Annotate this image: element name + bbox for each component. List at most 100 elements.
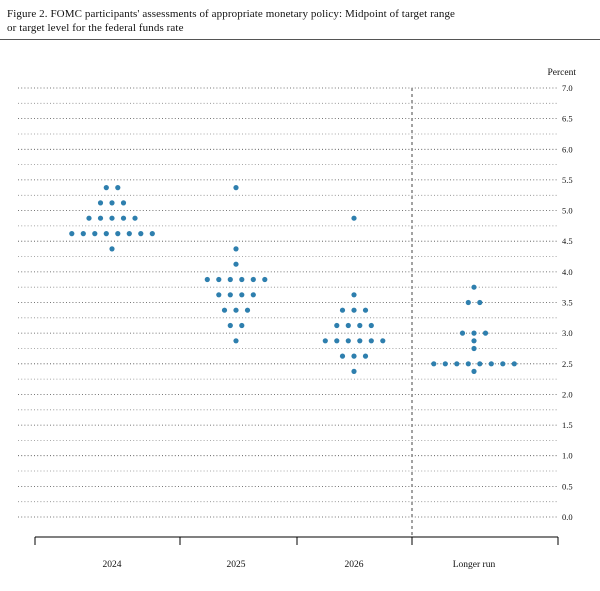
projection-dot — [227, 292, 233, 298]
projection-dot — [115, 185, 121, 191]
projection-dot — [334, 322, 340, 329]
projection-dot — [362, 307, 369, 313]
projection-dot — [103, 185, 109, 191]
projection-dot — [244, 307, 251, 313]
projection-dot — [488, 361, 494, 367]
projection-dot — [109, 200, 115, 206]
projection-dot — [339, 307, 346, 313]
projection-dot — [120, 200, 127, 206]
projection-dot — [149, 231, 155, 237]
projection-dot — [334, 338, 340, 344]
projection-dot — [233, 185, 239, 191]
projection-dot — [86, 215, 92, 221]
projection-dot — [482, 330, 489, 336]
y-axis-unit-label: Percent — [547, 68, 577, 78]
y-axis-tick-label: 1.5 — [562, 420, 573, 430]
projection-dot — [126, 231, 132, 237]
projection-dot — [477, 361, 483, 367]
projection-dot — [204, 276, 210, 283]
projection-dot — [221, 307, 228, 313]
projection-dot — [239, 276, 245, 283]
figure-title-line2: or target level for the federal funds ra… — [7, 22, 184, 35]
y-axis-tick-label: 3.5 — [562, 298, 573, 308]
y-axis-tick-label: 4.0 — [562, 267, 573, 277]
projection-dot — [351, 368, 357, 374]
projection-dot — [97, 200, 104, 206]
y-axis-tick-label: 5.5 — [562, 175, 573, 185]
projection-dot — [239, 322, 245, 329]
projection-dot — [471, 284, 477, 290]
x-axis-category-label: Longer run — [453, 560, 496, 570]
projection-dot — [109, 246, 115, 252]
projection-dot — [345, 322, 351, 329]
projection-dot — [471, 345, 477, 352]
y-axis-tick-label: 5.0 — [562, 206, 573, 216]
projection-dot — [351, 292, 357, 298]
projection-dot — [322, 338, 328, 344]
projection-dot — [380, 338, 386, 344]
projection-dot — [339, 353, 346, 359]
projection-dot — [351, 215, 357, 221]
projection-dot — [233, 246, 239, 252]
y-axis-tick-label: 3.0 — [562, 328, 573, 338]
title-divider — [0, 39, 600, 40]
projection-dot — [357, 338, 363, 344]
projection-dot — [227, 322, 233, 329]
projection-dot — [250, 292, 256, 298]
projection-dot — [97, 215, 104, 221]
projection-dot — [239, 292, 245, 298]
projection-dot — [80, 231, 86, 237]
projection-dot — [250, 276, 256, 283]
x-axis-category-label: 2026 — [345, 560, 364, 570]
projection-dot — [511, 361, 517, 367]
projection-dot — [138, 231, 144, 237]
projection-dot — [471, 330, 477, 336]
y-axis-tick-label: 1.0 — [562, 451, 573, 461]
projection-dot — [454, 361, 460, 367]
y-axis-tick-label: 7.0 — [562, 83, 573, 93]
projection-dot — [216, 292, 222, 298]
projection-dot — [109, 215, 115, 221]
x-axis-category-label: 2025 — [227, 560, 246, 570]
y-axis-tick-label: 0.5 — [562, 481, 573, 491]
projection-dot — [132, 215, 138, 221]
projection-dot — [465, 361, 471, 367]
projection-dot — [103, 231, 109, 237]
projection-dot — [459, 330, 466, 336]
projection-dot — [477, 299, 483, 306]
projection-dot — [345, 338, 351, 344]
projection-dot — [233, 338, 239, 344]
y-axis-tick-label: 4.5 — [562, 236, 573, 246]
projection-dot — [362, 353, 369, 359]
projection-dot — [357, 322, 363, 329]
projection-dot — [92, 231, 98, 237]
projection-dot — [465, 299, 471, 306]
figure-title-line1: Figure 2. FOMC participants' assessments… — [7, 8, 456, 20]
projection-dot — [233, 261, 239, 267]
y-axis-tick-label: 6.0 — [562, 144, 573, 154]
projection-dot — [216, 276, 222, 283]
projection-dot — [351, 307, 357, 313]
y-axis-tick-label: 6.5 — [562, 114, 573, 124]
projection-dot — [351, 353, 357, 359]
projection-dot — [471, 338, 477, 344]
projection-dot — [115, 231, 121, 237]
projection-dot — [262, 276, 268, 283]
projection-dot — [120, 215, 127, 221]
projection-dot — [227, 276, 233, 283]
y-axis-tick-label: 2.0 — [562, 389, 573, 399]
projection-dot — [431, 361, 437, 367]
projection-dot — [442, 361, 448, 367]
projection-dot — [368, 322, 374, 329]
projection-dot — [368, 338, 374, 344]
projection-dot — [471, 368, 477, 374]
projection-dot — [500, 361, 506, 367]
x-axis-category-label: 2024 — [103, 560, 122, 570]
y-axis-tick-label: 0.0 — [562, 512, 573, 522]
y-axis-tick-label: 2.5 — [562, 359, 573, 369]
figure-title: Figure 2. FOMC participants' assessments… — [7, 7, 595, 36]
projection-dot — [69, 231, 75, 237]
projection-dot — [233, 307, 239, 313]
